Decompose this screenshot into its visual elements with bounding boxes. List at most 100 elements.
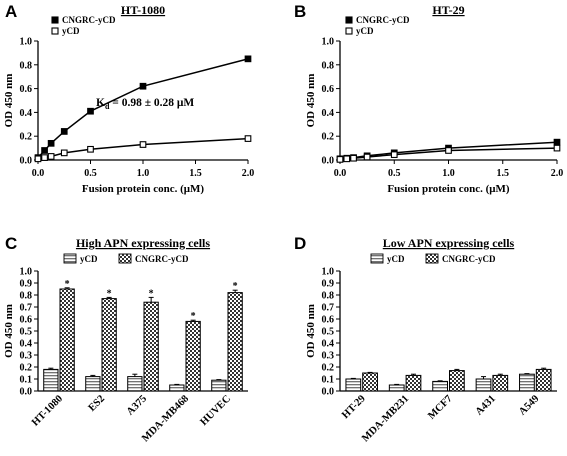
panel-a-x-tick-label: 2.0 — [242, 168, 255, 179]
panel-c-significance-star: * — [191, 311, 196, 322]
panel-c-bar — [127, 376, 143, 392]
panel-b-letter: B — [294, 2, 306, 21]
panel-a-legend-marker — [51, 27, 59, 35]
panel-d-legend-swatch — [425, 253, 439, 264]
panel-c-bar — [143, 301, 159, 392]
panel-c-y-tick-label: 0.6 — [20, 315, 33, 326]
panel-b-y-tick-label: 1.0 — [322, 37, 335, 48]
panel-a-x-tick-label: 1.5 — [189, 168, 202, 179]
panel-a-y-tick-label: 0.6 — [20, 84, 33, 95]
panel-b-data-point — [350, 154, 357, 162]
panel-c-y-tick-label: 0.7 — [20, 303, 33, 314]
panel-a-y-tick-label: 1.0 — [20, 37, 33, 48]
panel-c-bar — [227, 292, 243, 392]
panel-a-data-point — [87, 107, 94, 115]
panel-c-y-tick-label: 0.1 — [20, 375, 33, 386]
panel-b-y-tick-label: 0.0 — [322, 156, 335, 167]
panel-d-category-label: HT-29 — [340, 393, 368, 421]
panel-b-data-point — [363, 153, 371, 161]
panel-c-bar — [59, 288, 75, 392]
panel-b-legend-label: yCD — [356, 26, 374, 36]
panel-a-legend-label: CNGRC-yCD — [62, 15, 116, 25]
panel-a-y-tick-label: 0.4 — [20, 108, 33, 119]
panel-a-data-point — [47, 139, 55, 147]
panel-c-category-label: A375 — [125, 393, 149, 417]
panel-d-category-label: MCF7 — [426, 393, 454, 421]
panel-a-data-point — [87, 145, 94, 153]
panel-c-letter: C — [5, 234, 17, 253]
panel-d-legend-label: yCD — [387, 254, 405, 264]
panel-a-data-point — [60, 128, 68, 135]
panel-d-y-tick-label: 0.0 — [322, 387, 335, 398]
panel-c-y-tick-label: 1.0 — [20, 267, 33, 278]
panel-a-legend-label: yCD — [62, 26, 80, 36]
panel-c-legend-label: yCD — [80, 254, 98, 264]
panel-d-category-label: MDA-MB231 — [360, 393, 411, 444]
panel-c-y-tick-label: 0.9 — [20, 279, 33, 290]
panel-a-kd-annotation: Kd = 0.98 ± 0.28 μM — [96, 97, 194, 111]
panel-b-y-tick-label: 0.4 — [322, 108, 335, 119]
panel-b-legend-marker — [345, 27, 353, 35]
panel-c-y-tick-label: 0.3 — [20, 351, 33, 362]
panel-a-y-tick-label: 0.0 — [20, 156, 33, 167]
panel-c-bar — [185, 320, 201, 392]
panel-d-bar — [432, 380, 448, 392]
panel-d-bar — [388, 384, 405, 392]
panel-a-y-label: OD 450 nm — [3, 74, 15, 128]
panel-d-y-tick-label: 0.9 — [322, 279, 335, 290]
panel-d-y-tick-label: 1.0 — [322, 267, 335, 278]
panel-b-x-tick-label: 1.5 — [497, 168, 510, 179]
panel-b-legend-label: CNGRC-yCD — [356, 15, 410, 25]
panel-b-x-tick-label: 0.0 — [334, 168, 347, 179]
panel-c-category-label: HUVEC — [199, 393, 234, 428]
panel-d-bar — [362, 372, 378, 392]
panel-c-legend-swatch — [118, 253, 132, 264]
panel-c-bar — [211, 379, 227, 392]
panel-b-x-tick-label: 0.5 — [388, 168, 401, 179]
panel-c-y-tick-label: 0.0 — [20, 387, 33, 398]
panel-c-significance-star: * — [107, 288, 112, 299]
panel-b-y-tick-label: 0.8 — [322, 60, 335, 71]
panel-b-data-point — [553, 144, 561, 152]
panel-c-legend-label: CNGRC-yCD — [135, 254, 189, 264]
panel-d-bar — [345, 378, 362, 392]
panel-b-data-point — [390, 151, 398, 158]
panel-a-data-point — [139, 141, 147, 148]
panel-b-x-tick-label: 1.0 — [442, 168, 455, 179]
panel-c-y-tick-label: 0.4 — [20, 339, 33, 350]
panel-a-x-tick-label: 0.5 — [84, 168, 97, 179]
panel-d-y-tick-label: 0.8 — [322, 291, 335, 302]
panel-c-y-tick-label: 0.5 — [20, 327, 33, 338]
panel-c-y-label: OD 450 nm — [3, 304, 15, 358]
panel-c-significance-star: * — [65, 279, 70, 290]
panel-a-data-point — [139, 82, 147, 90]
panel-a-data-point — [34, 155, 42, 163]
panel-d-y-tick-label: 0.7 — [322, 303, 335, 314]
panel-a-letter: A — [5, 2, 17, 21]
panel-b-legend-marker — [345, 16, 353, 24]
panel-c-y-tick-label: 0.2 — [20, 363, 33, 374]
panel-a-data-point — [60, 149, 68, 157]
panel-a-data-point — [47, 153, 55, 160]
panel-a-x-label: Fusion protein conc. (μM) — [82, 183, 204, 195]
panel-a-y-tick-label: 0.2 — [20, 132, 33, 143]
panel-b-y-label: OD 450 nm — [305, 74, 317, 128]
panel-b-x-label: Fusion protein conc. (μM) — [387, 183, 509, 195]
panel-c-bar — [85, 376, 101, 392]
panel-c-legend-swatch — [63, 253, 77, 264]
panel-a-y-tick-label: 0.8 — [20, 60, 33, 71]
panel-b-y-tick-label: 0.2 — [322, 132, 335, 143]
panel-c-y-tick-label: 0.8 — [20, 291, 33, 302]
panel-c-significance-star: * — [233, 281, 238, 292]
panel-d-bar — [449, 370, 465, 392]
panel-c-significance-star: * — [149, 288, 154, 299]
panel-d-bar — [405, 374, 422, 392]
panel-b-title: HT-29 — [432, 3, 464, 17]
panel-d-bar — [535, 368, 552, 392]
panel-a-title: HT-1080 — [121, 3, 165, 17]
panel-b-data-point — [336, 156, 344, 163]
panel-d-legend-label: CNGRC-yCD — [442, 254, 496, 264]
panel-d-letter: D — [294, 234, 306, 253]
panel-d-bar — [492, 374, 509, 392]
